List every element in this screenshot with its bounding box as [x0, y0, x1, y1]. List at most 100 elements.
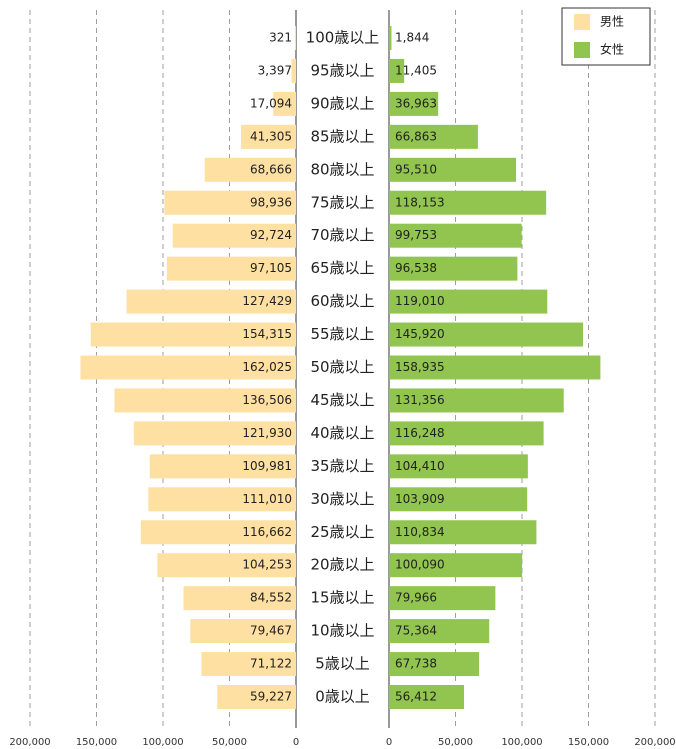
- value-label: 104,410: [395, 459, 445, 473]
- value-label: 103,909: [395, 492, 445, 506]
- value-label: 17,094: [250, 96, 292, 110]
- value-label: 99,753: [395, 228, 437, 242]
- bar-female: [389, 355, 601, 380]
- category-label: 35歳以上: [310, 457, 374, 475]
- bar-male: [80, 355, 297, 380]
- value-label: 1,844: [395, 31, 429, 45]
- legend-label: 男性: [600, 15, 624, 29]
- bar-female: [389, 388, 564, 413]
- category-label: 10歳以上: [310, 622, 374, 640]
- bar-male: [241, 124, 296, 149]
- value-label: 59,227: [250, 690, 292, 704]
- value-label: 98,936: [250, 195, 292, 209]
- category-label: 95歳以上: [310, 61, 374, 79]
- bar-male: [190, 619, 296, 644]
- value-label: 321: [269, 31, 292, 45]
- bar-female: [389, 421, 544, 446]
- bar-male: [217, 685, 296, 709]
- bar-female: [389, 58, 405, 83]
- bar-male: [114, 388, 296, 413]
- x-tick-label: 200,000: [9, 737, 50, 748]
- legend-swatch: [574, 42, 590, 58]
- value-label: 154,315: [242, 327, 292, 341]
- bar-female: [389, 322, 584, 347]
- bar-female: [389, 157, 517, 182]
- bar-male: [273, 91, 296, 116]
- value-label: 127,429: [242, 294, 292, 308]
- bar-female: [389, 685, 465, 709]
- bar-male: [126, 289, 296, 314]
- category-label: 40歳以上: [310, 424, 374, 442]
- bar-female: [389, 520, 537, 545]
- x-tick-label: 150,000: [568, 737, 609, 748]
- bar-male: [164, 190, 296, 215]
- value-label: 79,467: [250, 624, 292, 638]
- value-label: 68,666: [250, 162, 292, 176]
- x-tick-label: 0: [293, 737, 299, 748]
- value-label: 79,966: [395, 591, 437, 605]
- category-label: 60歳以上: [310, 292, 374, 310]
- bar-female: [389, 652, 480, 677]
- value-label: 145,920: [395, 327, 445, 341]
- legend-swatch: [574, 14, 590, 30]
- value-label: 162,025: [242, 360, 292, 374]
- category-label: 55歳以上: [310, 325, 374, 343]
- bar-female: [389, 487, 528, 512]
- value-label: 56,412: [395, 690, 437, 704]
- bar-female: [389, 586, 496, 611]
- category-label: 70歳以上: [310, 226, 374, 244]
- value-label: 158,935: [395, 360, 445, 374]
- bar-female: [389, 289, 548, 314]
- bar-male: [291, 58, 296, 83]
- category-label: 90歳以上: [310, 94, 374, 112]
- category-label: 5歳以上: [315, 655, 370, 673]
- bar-male: [90, 322, 296, 347]
- x-tick-label: 200,000: [634, 737, 675, 748]
- value-label: 111,010: [242, 492, 292, 506]
- value-label: 116,248: [395, 426, 445, 440]
- value-label: 11,405: [395, 63, 437, 77]
- value-label: 100,090: [395, 558, 445, 572]
- category-label: 50歳以上: [310, 358, 374, 376]
- category-label: 0歳以上: [315, 688, 370, 706]
- value-label: 109,981: [242, 459, 292, 473]
- bar-female: [389, 454, 528, 479]
- bar-male: [148, 487, 296, 512]
- value-label: 118,153: [395, 195, 445, 209]
- value-label: 104,253: [242, 558, 292, 572]
- bar-female: [389, 223, 522, 248]
- bar-male: [140, 520, 296, 545]
- value-label: 67,738: [395, 657, 437, 671]
- x-tick-label: 0: [386, 737, 392, 748]
- value-label: 95,510: [395, 162, 437, 176]
- bar-male: [201, 652, 296, 677]
- legend-label: 女性: [600, 42, 624, 57]
- value-label: 36,963: [395, 96, 437, 110]
- bar-male: [133, 421, 296, 446]
- bar-female: [389, 26, 392, 50]
- x-tick-label: 100,000: [501, 737, 542, 748]
- bar-female: [389, 91, 439, 116]
- category-label: 15歳以上: [310, 589, 374, 607]
- value-label: 75,364: [395, 624, 437, 638]
- x-tick-label: 50,000: [212, 737, 247, 748]
- bar-male: [204, 157, 296, 182]
- value-label: 97,105: [250, 261, 292, 275]
- value-label: 92,724: [250, 228, 292, 242]
- value-label: 136,506: [242, 393, 292, 407]
- x-tick-label: 150,000: [76, 737, 117, 748]
- category-label: 75歳以上: [310, 193, 374, 211]
- value-label: 66,863: [395, 129, 437, 143]
- bar-female: [389, 256, 518, 281]
- x-tick-label: 100,000: [142, 737, 183, 748]
- bar-male: [183, 586, 296, 611]
- category-label: 45歳以上: [310, 391, 374, 409]
- bar-male: [149, 454, 296, 479]
- category-label: 85歳以上: [310, 127, 374, 145]
- value-label: 121,930: [242, 426, 292, 440]
- value-label: 119,010: [395, 294, 445, 308]
- category-label: 30歳以上: [310, 490, 374, 508]
- bar-male: [157, 553, 296, 578]
- value-label: 110,834: [395, 525, 445, 539]
